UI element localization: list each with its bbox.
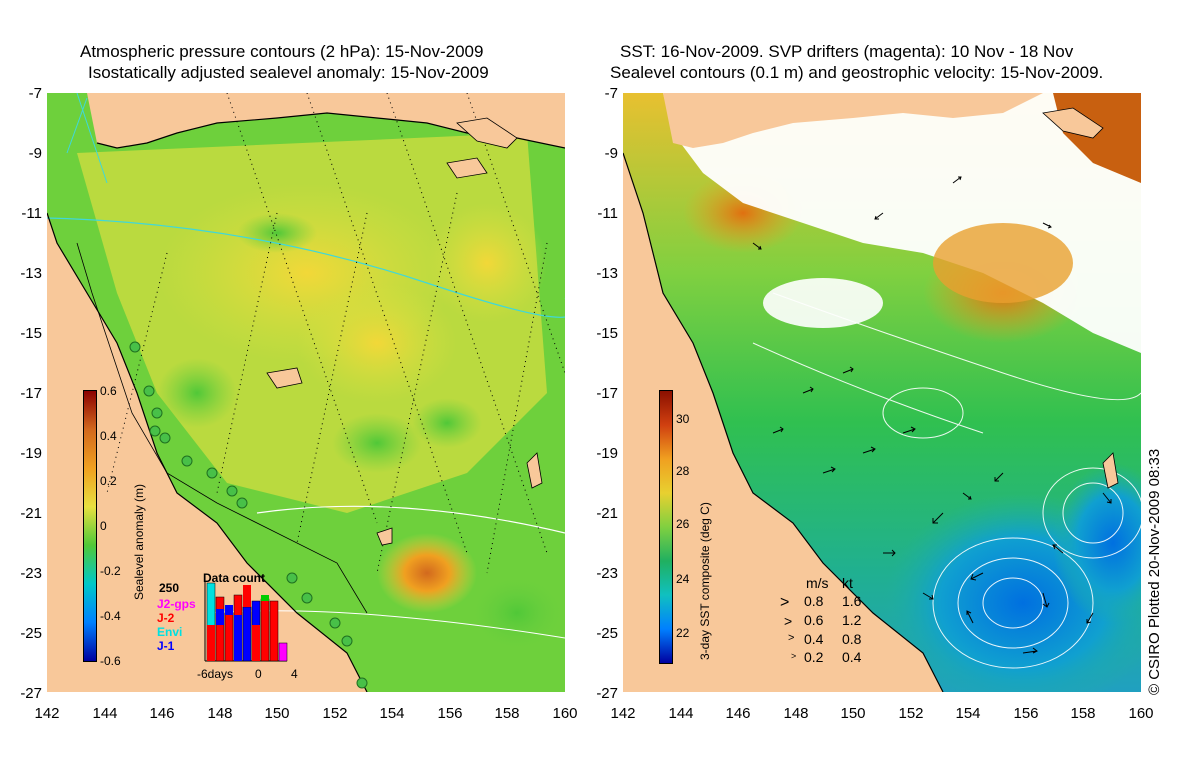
velocity-row-kt: 0.8 bbox=[842, 631, 862, 647]
x-tick: 152 bbox=[322, 705, 348, 722]
y-tick: -25 bbox=[20, 625, 42, 642]
data-count-inset: Data count 250 J2-gps J-2 Envi J-1 -6day… bbox=[155, 565, 300, 685]
left-colorbar-tick: 0.4 bbox=[100, 429, 117, 443]
velocity-row-kt: 1.2 bbox=[842, 612, 862, 628]
velocity-row-ms: 0.2 bbox=[804, 649, 824, 665]
right-colorbar-label: 3-day SST composite (deg C) bbox=[698, 502, 712, 660]
arrow-icon: > bbox=[780, 594, 790, 611]
left-colorbar bbox=[83, 390, 97, 662]
velocity-row-ms: 0.8 bbox=[804, 593, 824, 609]
y-tick: -25 bbox=[596, 625, 618, 642]
right-colorbar bbox=[659, 390, 673, 664]
x-tick: 154 bbox=[955, 705, 981, 722]
left-title-line2: Isostatically adjusted sealevel anomaly:… bbox=[88, 63, 489, 82]
left-colorbar-tick: 0.2 bbox=[100, 474, 117, 488]
y-tick: -19 bbox=[20, 445, 42, 462]
x-tick: 146 bbox=[149, 705, 175, 722]
y-tick: -21 bbox=[596, 505, 618, 522]
left-colorbar-tick: -0.2 bbox=[100, 564, 121, 578]
right-map bbox=[623, 93, 1141, 692]
right-colorbar-tick: 22 bbox=[676, 626, 690, 640]
y-tick: -17 bbox=[596, 385, 618, 402]
velocity-row-ms: 0.6 bbox=[804, 612, 824, 628]
x-tick: 158 bbox=[494, 705, 520, 722]
x-tick: 158 bbox=[1070, 705, 1096, 722]
y-tick: -11 bbox=[21, 205, 42, 222]
data-count-xlabel: 0 bbox=[255, 667, 262, 681]
left-colorbar-tick: -0.4 bbox=[100, 609, 121, 623]
data-count-xlabel: -6days bbox=[197, 667, 234, 681]
left-map bbox=[47, 93, 565, 692]
sealevel-anomaly-field bbox=[47, 93, 565, 692]
left-title-line1: Atmospheric pressure contours (2 hPa): 1… bbox=[80, 42, 484, 61]
legend-j2: J-2 bbox=[157, 611, 175, 625]
data-count-title: Data count bbox=[203, 571, 266, 585]
x-tick: 150 bbox=[264, 705, 290, 722]
velocity-legend-header-ms: m/s bbox=[806, 575, 829, 591]
velocity-arrows bbox=[752, 176, 1112, 654]
arrow-icon: > bbox=[788, 632, 795, 644]
y-tick: -21 bbox=[20, 505, 42, 522]
left-colorbar-tick: -0.6 bbox=[100, 654, 121, 668]
y-tick: -13 bbox=[20, 265, 42, 282]
arrow-icon: > bbox=[791, 651, 797, 661]
data-count-histogram bbox=[204, 577, 288, 662]
right-colorbar-tick: 26 bbox=[676, 517, 690, 531]
left-colorbar-label: Sealevel anomaly (m) bbox=[132, 483, 146, 600]
x-tick: 150 bbox=[840, 705, 866, 722]
y-tick: -27 bbox=[20, 685, 42, 702]
x-tick: 154 bbox=[379, 705, 405, 722]
y-tick: -9 bbox=[604, 145, 618, 162]
sst-field bbox=[623, 93, 1141, 692]
x-tick: 142 bbox=[34, 705, 60, 722]
right-colorbar-tick: 30 bbox=[676, 412, 690, 426]
x-tick: 148 bbox=[207, 705, 233, 722]
y-tick: -27 bbox=[596, 685, 618, 702]
x-tick: 142 bbox=[610, 705, 636, 722]
legend-j1: J-1 bbox=[157, 639, 175, 653]
legend-j2-gps: J2-gps bbox=[157, 597, 196, 611]
x-tick: 144 bbox=[92, 705, 118, 722]
y-tick: -17 bbox=[20, 385, 42, 402]
x-tick: 144 bbox=[668, 705, 694, 722]
left-colorbar-tick: 0 bbox=[100, 519, 107, 533]
y-tick: -23 bbox=[596, 565, 618, 582]
y-tick: -11 bbox=[597, 205, 618, 222]
x-tick: 148 bbox=[783, 705, 809, 722]
velocity-row-kt: 0.4 bbox=[842, 649, 862, 665]
legend-envi: Envi bbox=[157, 625, 183, 639]
data-count-max-label: 250 bbox=[159, 581, 180, 595]
right-colorbar-tick: 28 bbox=[676, 464, 690, 478]
x-tick: 156 bbox=[1013, 705, 1039, 722]
x-tick: 160 bbox=[1128, 705, 1154, 722]
data-count-xlabel: 4 bbox=[291, 667, 298, 681]
y-tick: -9 bbox=[28, 145, 42, 162]
x-tick: 146 bbox=[725, 705, 751, 722]
left-colorbar-tick: 0.6 bbox=[100, 384, 117, 398]
y-tick: -7 bbox=[604, 85, 618, 102]
velocity-row-ms: 0.4 bbox=[804, 631, 824, 647]
right-title-line2: Sealevel contours (0.1 m) and geostrophi… bbox=[610, 63, 1104, 82]
velocity-legend-header-kt: kt bbox=[842, 575, 853, 591]
y-tick: -13 bbox=[596, 265, 618, 282]
y-tick: -23 bbox=[20, 565, 42, 582]
y-tick: -7 bbox=[28, 85, 42, 102]
x-tick: 160 bbox=[552, 705, 578, 722]
x-tick: 156 bbox=[437, 705, 463, 722]
velocity-legend: m/s kt > 0.8 1.6 > 0.6 1.2 > 0.4 0.8 > 0… bbox=[778, 575, 878, 665]
y-tick: -19 bbox=[596, 445, 618, 462]
arrow-icon: > bbox=[784, 613, 793, 629]
right-title-line1: SST: 16-Nov-2009. SVP drifters (magenta)… bbox=[620, 42, 1074, 61]
x-tick: 152 bbox=[898, 705, 924, 722]
right-colorbar-tick: 24 bbox=[676, 572, 690, 586]
velocity-row-kt: 1.6 bbox=[842, 593, 862, 609]
y-tick: -15 bbox=[20, 325, 42, 342]
y-tick: -15 bbox=[596, 325, 618, 342]
credit-text: © CSIRO Plotted 20-Nov-2009 08:33 bbox=[1146, 448, 1163, 695]
